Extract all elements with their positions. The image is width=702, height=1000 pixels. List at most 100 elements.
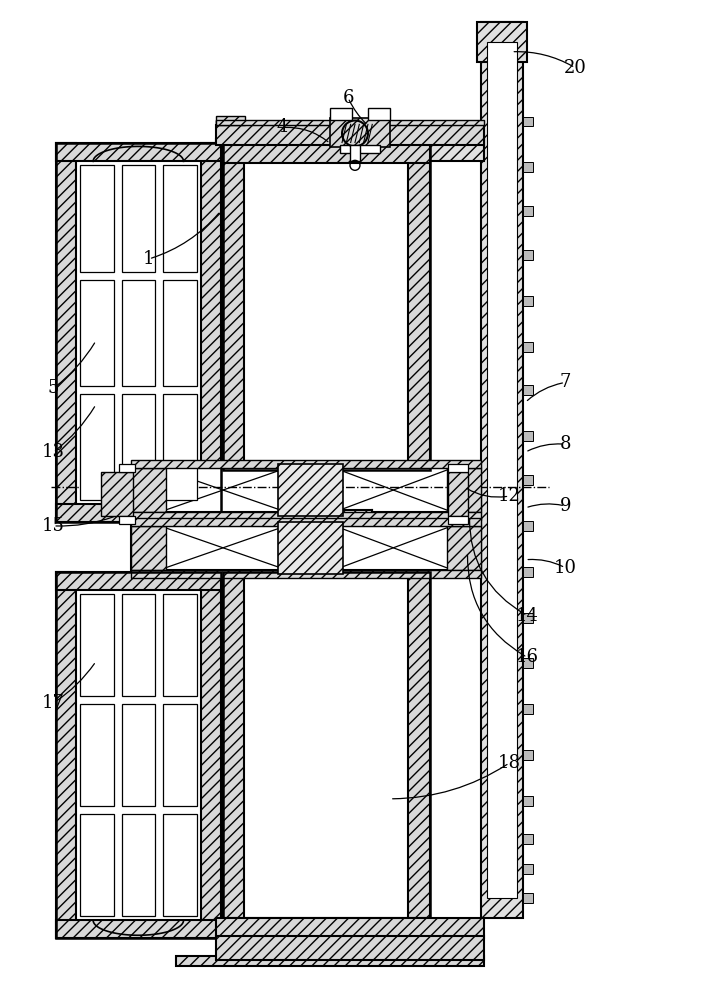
Bar [56, 143, 220, 161]
Bar [131, 526, 166, 570]
Bar [80, 165, 114, 272]
Bar [223, 143, 430, 163]
Bar [56, 143, 220, 522]
Bar [216, 116, 246, 125]
Text: 15: 15 [41, 517, 65, 535]
Bar [80, 704, 114, 806]
Bar [278, 522, 343, 574]
Bar [216, 936, 484, 960]
Bar [523, 250, 534, 260]
Bar [523, 431, 534, 441]
Bar [176, 956, 484, 966]
Bar [223, 143, 244, 470]
Bar [131, 468, 482, 512]
Bar [523, 567, 534, 577]
Bar [448, 516, 468, 524]
Text: 7: 7 [559, 373, 571, 391]
Bar [446, 468, 482, 512]
Bar [223, 572, 430, 938]
Bar [121, 394, 155, 500]
Bar [131, 526, 482, 570]
Text: 17: 17 [41, 694, 65, 712]
Bar [163, 165, 197, 272]
Bar [448, 464, 468, 472]
Bar [121, 280, 155, 386]
Bar [201, 143, 220, 522]
Text: 4: 4 [277, 118, 288, 136]
Bar [56, 572, 220, 938]
Bar [523, 796, 534, 806]
Bar [131, 468, 166, 512]
Bar [523, 162, 534, 172]
Bar [523, 864, 534, 874]
Text: 5: 5 [48, 379, 59, 397]
Bar [223, 143, 430, 470]
Text: 14: 14 [516, 607, 538, 625]
Bar [350, 145, 360, 161]
Bar [408, 572, 430, 938]
Bar [216, 918, 484, 938]
Bar [487, 42, 517, 898]
Bar [131, 518, 482, 526]
Bar [56, 504, 220, 522]
Bar [163, 594, 197, 696]
Bar [121, 814, 155, 916]
Bar [330, 118, 390, 147]
Bar [163, 280, 197, 386]
Text: 9: 9 [559, 497, 571, 515]
Bar [330, 108, 352, 120]
Bar [80, 594, 114, 696]
Bar [131, 512, 482, 520]
Bar [163, 814, 197, 916]
Bar [131, 460, 482, 468]
Bar [523, 342, 534, 352]
Bar [216, 120, 484, 125]
Bar [523, 893, 534, 903]
Bar [523, 750, 534, 760]
Bar [56, 572, 76, 938]
Bar [163, 394, 197, 500]
Text: 16: 16 [516, 648, 539, 666]
Bar [80, 814, 114, 916]
Bar [119, 464, 135, 472]
Bar [523, 658, 534, 668]
Bar [223, 572, 244, 938]
Bar [278, 464, 343, 516]
Bar [201, 572, 220, 938]
Bar [101, 472, 133, 516]
Bar [482, 22, 523, 918]
Text: 12: 12 [498, 487, 521, 505]
Bar [523, 613, 534, 623]
Bar [216, 139, 484, 161]
Bar [523, 521, 534, 531]
Bar [216, 125, 484, 145]
Bar [523, 475, 534, 485]
Bar [56, 572, 220, 590]
Text: 20: 20 [564, 59, 587, 77]
Bar [523, 385, 534, 395]
Text: 6: 6 [343, 89, 354, 107]
Bar [216, 159, 237, 181]
Bar [523, 704, 534, 714]
Bar [448, 472, 468, 516]
Bar [368, 108, 390, 120]
Text: 18: 18 [498, 754, 521, 772]
Bar [121, 704, 155, 806]
Bar [121, 165, 155, 272]
Bar [56, 143, 76, 522]
Text: 13: 13 [41, 443, 65, 461]
Bar [119, 516, 135, 524]
Bar [163, 704, 197, 806]
Bar [121, 594, 155, 696]
Text: 1: 1 [143, 250, 154, 268]
Bar [216, 120, 237, 139]
Text: 8: 8 [559, 435, 571, 453]
Bar [523, 296, 534, 306]
Bar [340, 145, 380, 153]
Bar [523, 834, 534, 844]
Bar [523, 206, 534, 216]
Bar [131, 570, 482, 578]
Text: 10: 10 [554, 559, 576, 577]
Bar [477, 22, 527, 62]
Bar [223, 918, 430, 938]
